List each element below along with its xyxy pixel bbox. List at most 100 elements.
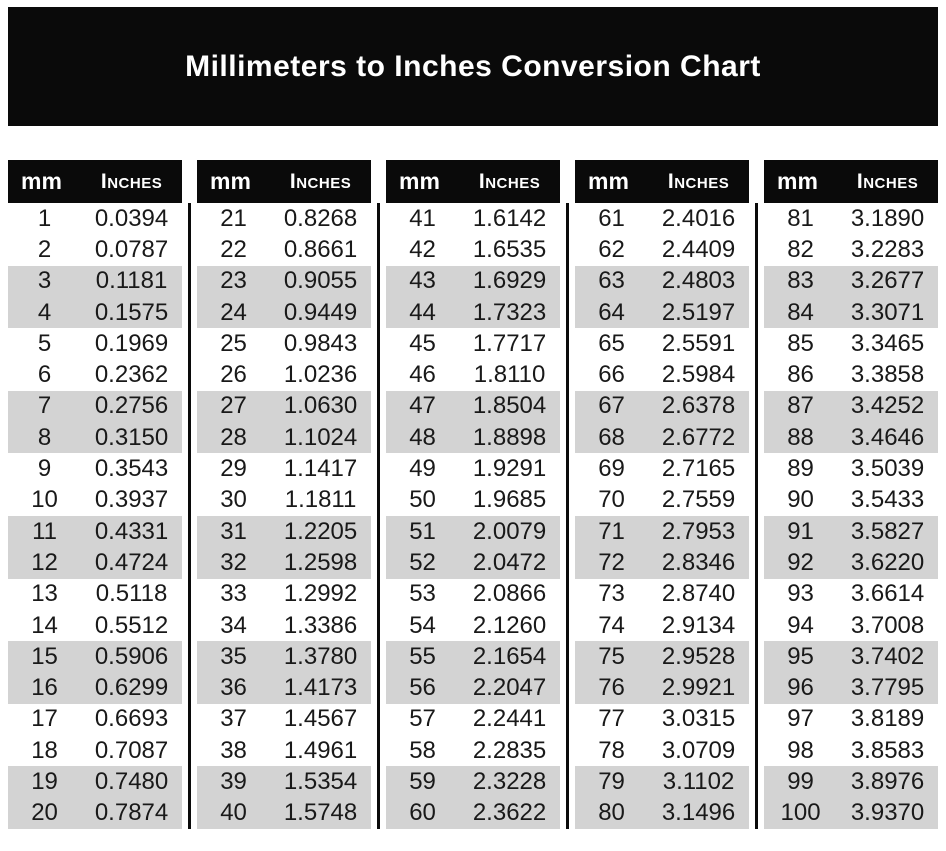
mm-value: 21 [220,204,247,232]
inches-value: 1.0630 [283,392,358,420]
mm-value: 85 [787,329,814,357]
table-row: 34 1.3386 [197,610,371,641]
inches-value: 3.7402 [850,642,925,670]
mm-value: 75 [598,642,625,670]
table-row: 25 0.9843 [197,328,371,359]
mm-value: 20 [31,799,58,827]
table-row: 26 1.0236 [197,359,371,390]
group-body: 81 3.1890 82 3.2283 83 3.2677 84 3.3071 85 3.3465… [764,203,938,829]
table-row: 70 2.7559 [575,485,749,516]
mm-value: 28 [220,423,247,451]
inches-value: 1.8504 [472,392,547,420]
mm-value: 87 [787,392,814,420]
inches-value: 2.3622 [472,799,547,827]
table-row: 44 1.7323 [386,296,560,329]
mm-column-header: mm [21,168,62,194]
table-row: 65 2.5591 [575,328,749,359]
table-row: 90 3.5433 [764,485,938,516]
inches-value: 3.4252 [850,392,925,420]
inches-value: 2.5197 [661,298,736,326]
inches-value: 2.1654 [472,642,547,670]
mm-value: 82 [787,235,814,263]
inches-value: 0.8661 [283,235,358,263]
mm-column-header: mm [399,168,440,194]
mm-value: 74 [598,611,625,639]
table-row: 22 0.8661 [197,234,371,265]
group-body: 1 0.0394 2 0.0787 3 0.1181 4 0.1575 5 0.1969 6 0.23… [8,203,182,829]
mm-value: 2 [37,235,52,263]
mm-column-header: mm [210,168,251,194]
inches-value: 1.2598 [283,548,358,576]
table-row: 97 3.8189 [764,704,938,735]
inches-value: 2.0866 [472,580,547,608]
mm-value: 59 [409,767,436,795]
inches-value: 3.5039 [850,455,925,483]
mm-value: 54 [409,611,436,639]
table-row: 100 3.9370 [764,797,938,829]
mm-value: 89 [787,455,814,483]
table-row: 33 1.2992 [197,579,371,610]
table-row: 89 3.5039 [764,453,938,484]
table-row: 75 2.9528 [575,641,749,673]
table-row: 3 0.1181 [8,265,182,297]
mm-value: 60 [409,799,436,827]
inches-value: 2.0079 [472,517,547,545]
inches-column-header: Inches [478,169,541,193]
inches-value: 3.5827 [850,517,925,545]
inches-value: 2.4409 [661,235,736,263]
mm-value: 93 [787,580,814,608]
mm-value: 100 [780,799,821,827]
mm-value: 97 [787,705,814,733]
mm-value: 9 [37,455,52,483]
mm-value: 62 [598,235,625,263]
inches-value: 2.6772 [661,423,736,451]
mm-value: 36 [220,674,247,702]
mm-value: 50 [409,486,436,514]
mm-value: 16 [31,674,58,702]
mm-value: 26 [220,361,247,389]
inches-value: 2.7165 [661,455,736,483]
column-group: mm Inches 61 2.4016 62 2.4409 63 2.4803 64 2.51… [575,160,749,829]
mm-value: 40 [220,799,247,827]
mm-value: 41 [409,204,436,232]
inches-value: 2.5591 [661,329,736,357]
mm-value: 98 [787,736,814,764]
mm-value: 22 [220,235,247,263]
inches-value: 0.7874 [94,799,169,827]
table-row: 39 1.5354 [197,766,371,798]
table-row: 5 0.1969 [8,328,182,359]
inches-value: 3.5433 [850,486,925,514]
table-row: 72 2.8346 [575,547,749,579]
mm-value: 83 [787,267,814,295]
column-group-header: mm Inches [764,160,938,203]
table-row: 4 0.1575 [8,296,182,329]
mm-value: 13 [31,580,58,608]
inches-value: 1.5748 [283,799,358,827]
table-row: 67 2.6378 [575,390,749,423]
inches-value: 3.0709 [661,736,736,764]
mm-value: 53 [409,580,436,608]
inches-value: 2.2047 [472,674,547,702]
table-row: 7 0.2756 [8,390,182,423]
table-row: 82 3.2283 [764,234,938,265]
inches-value: 3.7008 [850,611,925,639]
column-separator [755,203,758,829]
inches-value: 3.8189 [850,705,925,733]
mm-value: 69 [598,455,625,483]
inches-value: 0.8268 [283,204,358,232]
table-row: 23 0.9055 [197,265,371,297]
mm-value: 49 [409,455,436,483]
table-row: 15 0.5906 [8,641,182,673]
inches-value: 0.6693 [94,705,169,733]
mm-value: 72 [598,548,625,576]
table-row: 53 2.0866 [386,579,560,610]
table-row: 46 1.8110 [386,359,560,390]
inches-value: 3.9370 [850,799,925,827]
table-row: 96 3.7795 [764,672,938,704]
inches-value: 0.9843 [283,329,358,357]
mm-value: 43 [409,267,436,295]
mm-value: 35 [220,642,247,670]
inches-column-header: Inches [667,169,730,193]
mm-value: 46 [409,361,436,389]
column-group: mm Inches 21 0.8268 22 0.8661 23 0.9055 24 0.94… [197,160,371,829]
